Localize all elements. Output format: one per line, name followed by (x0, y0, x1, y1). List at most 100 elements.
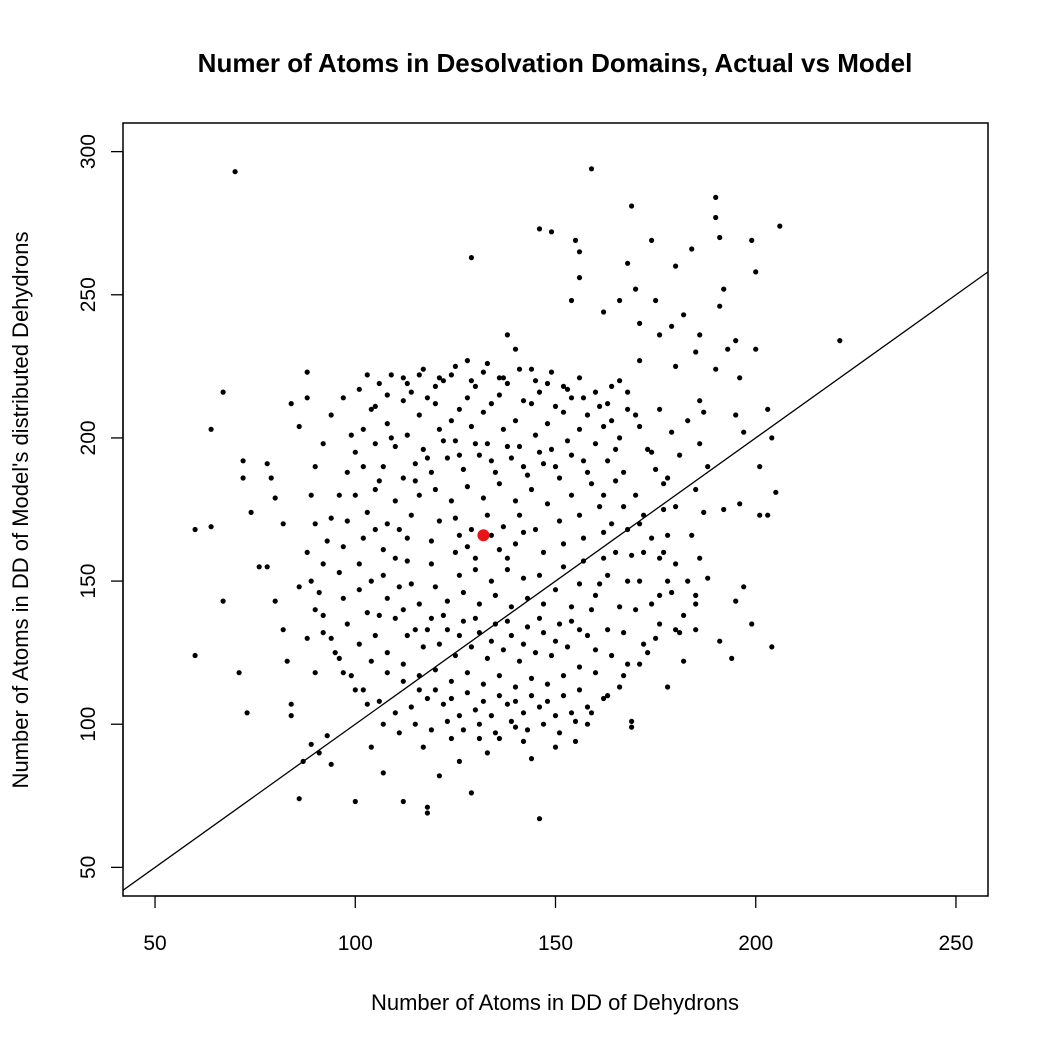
data-point (488, 578, 494, 584)
data-point (564, 438, 571, 444)
data-point (424, 810, 430, 816)
data-point (404, 380, 410, 387)
y-tick-label: 100 (77, 707, 100, 742)
data-point (352, 687, 358, 693)
data-point (713, 214, 719, 221)
data-point (312, 670, 318, 676)
data-point (556, 518, 563, 524)
data-point (673, 627, 679, 633)
data-point (629, 718, 635, 725)
data-point (629, 203, 635, 209)
data-point (412, 627, 418, 633)
data-point (456, 758, 462, 765)
data-point (657, 621, 663, 627)
data-point (360, 687, 366, 693)
data-point (420, 744, 426, 750)
data-point (556, 475, 563, 481)
data-point (536, 572, 543, 578)
data-point (348, 673, 354, 679)
data-point (552, 464, 559, 470)
data-point (669, 323, 675, 329)
data-point (576, 664, 583, 670)
data-point (705, 575, 711, 581)
data-point (504, 567, 510, 573)
data-point (328, 635, 334, 641)
data-point (484, 655, 490, 662)
data-point (649, 449, 655, 455)
data-point (288, 401, 294, 407)
data-point (765, 406, 771, 412)
data-point (424, 804, 430, 810)
data-point (336, 492, 342, 498)
data-point (576, 426, 583, 432)
x-tick-label: 100 (338, 932, 373, 955)
data-point (404, 432, 410, 438)
data-point (264, 461, 270, 467)
data-point (576, 581, 583, 587)
data-point (336, 655, 342, 662)
data-point (540, 549, 547, 556)
data-point (456, 532, 462, 538)
data-point (384, 521, 390, 527)
data-point (456, 452, 462, 458)
data-point (436, 426, 442, 432)
data-point (520, 464, 527, 470)
data-point (592, 592, 599, 599)
data-point (713, 194, 719, 200)
data-point (372, 632, 378, 639)
data-point (400, 678, 406, 684)
data-point (432, 383, 438, 389)
data-point (340, 670, 346, 676)
data-point (376, 612, 382, 619)
data-point (336, 569, 342, 576)
x-tick-label: 250 (938, 932, 973, 955)
data-point (364, 509, 370, 515)
data-point (372, 526, 378, 533)
data-point (268, 475, 274, 481)
data-point (436, 518, 442, 524)
data-point (500, 375, 506, 381)
data-point (496, 673, 502, 679)
data-point (296, 584, 302, 590)
data-point (472, 567, 478, 573)
data-point (400, 398, 406, 404)
data-point (661, 506, 667, 513)
data-point (568, 604, 575, 610)
data-point (484, 441, 490, 447)
data-point (504, 555, 510, 561)
data-point (641, 641, 647, 647)
data-point (657, 406, 663, 412)
y-tick-label: 250 (77, 277, 100, 312)
data-point (388, 372, 394, 378)
data-point (580, 458, 587, 464)
data-point (248, 509, 254, 515)
data-point (452, 363, 458, 369)
data-point (432, 584, 438, 590)
reference-line (123, 271, 988, 891)
y-tick-label: 300 (77, 134, 100, 169)
data-point (520, 641, 527, 647)
data-point (560, 541, 567, 547)
data-point (372, 441, 378, 447)
data-point (372, 486, 378, 493)
data-point (564, 644, 571, 650)
data-point (584, 412, 591, 418)
data-point (701, 409, 707, 415)
data-point (520, 575, 527, 581)
data-point (625, 406, 631, 412)
data-point (468, 644, 474, 650)
data-point (412, 721, 418, 727)
data-point (232, 169, 238, 175)
data-point (372, 403, 378, 409)
data-point (452, 549, 458, 556)
data-point (404, 535, 410, 541)
data-point (536, 704, 543, 710)
data-point (416, 492, 422, 498)
data-point (456, 572, 462, 578)
data-point (661, 549, 667, 556)
data-point (384, 650, 390, 656)
data-point (476, 601, 482, 607)
data-point (220, 389, 226, 395)
data-point (324, 733, 330, 739)
data-point (220, 598, 226, 604)
